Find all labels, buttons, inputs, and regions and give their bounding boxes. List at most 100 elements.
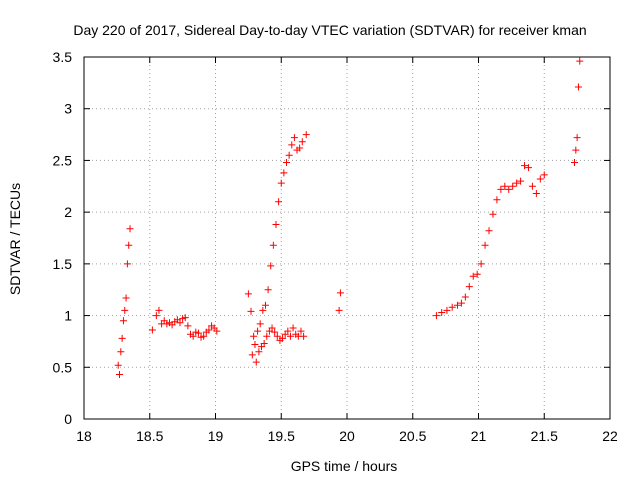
- data-point: [465, 283, 473, 291]
- data-point: [485, 227, 493, 235]
- data-point: [118, 334, 126, 342]
- data-point: [247, 307, 255, 315]
- data-point: [268, 324, 276, 332]
- x-tick-label: 22: [602, 428, 618, 444]
- data-point: [189, 332, 197, 340]
- y-tick-label: 2: [64, 204, 72, 220]
- data-point: [267, 262, 275, 270]
- data-point: [255, 348, 263, 356]
- data-point: [457, 299, 465, 307]
- data-point: [524, 164, 532, 172]
- y-tick-label: 2.5: [53, 152, 73, 168]
- data-point: [570, 158, 578, 166]
- data-point: [473, 270, 481, 278]
- data-point: [521, 162, 529, 170]
- y-tick-label: 1.5: [53, 256, 73, 272]
- data-point: [432, 312, 440, 320]
- data-point: [572, 146, 580, 154]
- x-tick-label: 18.5: [136, 428, 163, 444]
- data-point: [477, 260, 485, 268]
- data-point: [181, 314, 189, 322]
- data-point: [453, 301, 461, 309]
- y-tick-label: 3: [64, 101, 72, 117]
- x-tick-label: 19: [208, 428, 224, 444]
- data-point: [259, 306, 267, 314]
- data-point: [302, 131, 310, 139]
- data-point: [540, 171, 548, 179]
- data-point: [269, 241, 277, 249]
- data-point: [517, 177, 525, 185]
- data-point: [536, 175, 544, 183]
- x-tick-label: 19.5: [268, 428, 295, 444]
- data-point: [489, 210, 497, 218]
- data-point: [264, 286, 272, 294]
- data-point: [125, 241, 133, 249]
- data-point: [155, 306, 163, 314]
- data-point: [285, 151, 293, 159]
- grid: [84, 57, 610, 419]
- data-point: [252, 358, 260, 366]
- data-point: [438, 308, 446, 316]
- data-point: [280, 169, 288, 177]
- data-point: [184, 322, 192, 330]
- data-point: [122, 294, 130, 302]
- data-point: [576, 57, 584, 65]
- data-point: [286, 332, 294, 340]
- data-point: [448, 303, 456, 311]
- data-point: [121, 306, 129, 314]
- chart-title: Day 220 of 2017, Sidereal Day-to-day VTE…: [73, 22, 586, 38]
- x-tick-label: 20: [339, 428, 355, 444]
- data-point: [126, 225, 134, 233]
- y-tick-label: 0: [64, 411, 72, 427]
- x-tick-label: 18: [76, 428, 92, 444]
- data-point: [528, 182, 536, 190]
- data-point: [250, 332, 258, 340]
- data-point: [573, 134, 581, 142]
- x-tick-label: 21: [471, 428, 487, 444]
- data-points: [114, 57, 584, 379]
- data-point: [501, 182, 509, 190]
- data-point: [461, 293, 469, 301]
- data-point: [532, 190, 540, 198]
- data-point: [288, 141, 296, 149]
- x-tick-label: 20.5: [399, 428, 426, 444]
- data-point: [213, 327, 221, 335]
- x-axis-label: GPS time / hours: [291, 458, 398, 474]
- axis-ticks: 18 18.5 19 19.5 20 20.5 21 21.5 22 0 0.5 1 1.5 2 2.5 3 3…: [53, 49, 618, 444]
- data-point: [114, 361, 122, 369]
- x-tick-label: 21.5: [531, 428, 558, 444]
- data-point: [505, 185, 513, 193]
- data-point: [263, 332, 271, 340]
- data-point: [275, 198, 283, 206]
- data-point: [290, 134, 298, 142]
- data-point: [205, 326, 213, 334]
- data-point: [509, 182, 517, 190]
- data-point: [300, 332, 308, 340]
- data-point: [251, 341, 259, 349]
- data-point: [297, 327, 305, 335]
- data-point: [335, 306, 343, 314]
- data-point: [283, 158, 291, 166]
- data-point: [271, 328, 279, 336]
- data-point: [497, 185, 505, 193]
- data-point: [244, 290, 252, 298]
- data-point: [260, 339, 268, 347]
- data-point: [117, 348, 125, 356]
- data-point: [272, 221, 280, 229]
- data-point: [493, 196, 501, 204]
- data-point: [574, 83, 582, 91]
- data-point: [119, 317, 127, 325]
- data-point: [176, 319, 184, 327]
- data-point: [116, 371, 124, 379]
- data-point: [296, 144, 304, 152]
- data-point: [123, 260, 131, 268]
- data-point: [289, 324, 297, 332]
- data-point: [513, 179, 521, 187]
- data-point: [248, 351, 256, 359]
- data-point: [194, 329, 202, 337]
- data-point: [256, 320, 264, 328]
- y-axis-label: SDTVAR / TECUs: [7, 183, 23, 295]
- data-point: [273, 332, 281, 340]
- data-point: [254, 327, 262, 335]
